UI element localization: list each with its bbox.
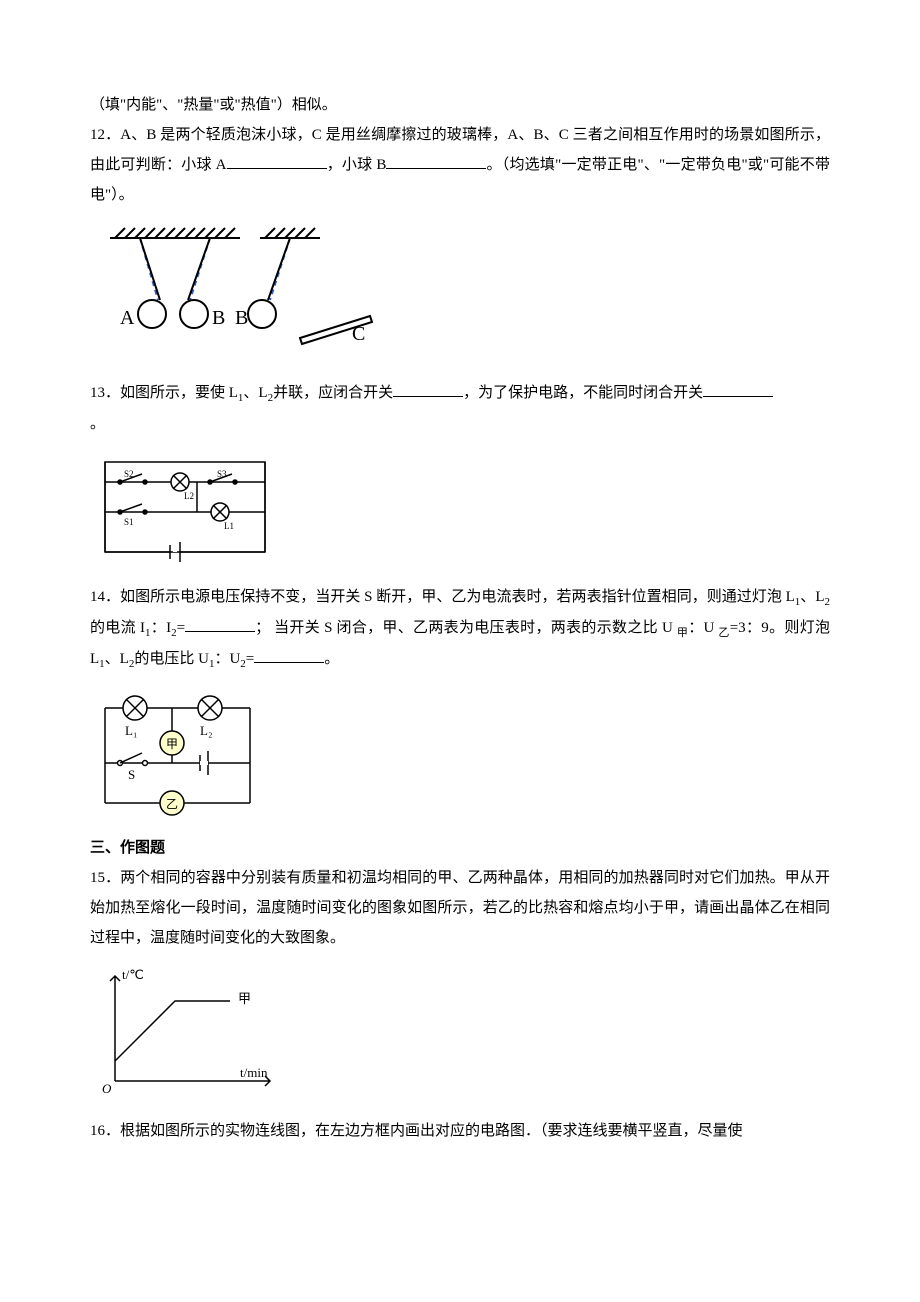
fig14-jia: 甲 — [166, 737, 178, 751]
q14-f: ； 当开关 S 闭合，甲、乙两表为电压表时，两表的示数之比 U — [255, 620, 677, 636]
fig12-label-a: A — [120, 307, 135, 329]
q16-text: 16．根据如图所示的实物连线图，在左边方框内画出对应的电路图．（要求连线要横平竖… — [90, 1116, 830, 1146]
fig14-l2: L₂ — [200, 723, 212, 738]
q13-d: ，为了保护电路，不能同时闭合开关 — [463, 385, 703, 401]
fig14-yi: 乙 — [166, 797, 178, 811]
q15-text: 15．两个相同的容器中分别装有质量和初温均相同的甲、乙两种晶体，用相同的加热器同… — [90, 863, 830, 953]
q14-c: 的电流 I — [90, 620, 145, 636]
q14-e: = — [177, 620, 185, 636]
q11-tail: （填"内能"、"热量"或"热值"）相似。 — [90, 90, 830, 120]
section-3-heading: 三、作图题 — [90, 833, 830, 863]
q13-blank-b[interactable] — [703, 379, 773, 397]
q12-blank-a[interactable] — [227, 151, 327, 169]
q14-i: 、L — [105, 651, 129, 667]
q14-blank-b[interactable] — [254, 645, 324, 663]
fig14-s: S — [128, 767, 135, 782]
fig12-label-c: C — [352, 323, 365, 345]
q14-yi: 乙 — [718, 627, 729, 639]
q14-b: 、L — [800, 589, 824, 605]
q13-b: 、L — [243, 385, 267, 401]
q12-figure: A B B C — [90, 218, 830, 374]
q11-tail-text: （填"内能"、"热量"或"热值"）相似。 — [90, 97, 337, 113]
q13-text: 13．如图所示，要使 L1、L2并联，应闭合开关，为了保护电路，不能同时闭合开关 — [90, 378, 830, 409]
q14-g: ：U — [688, 620, 718, 636]
fig15-jia: 甲 — [238, 991, 251, 1006]
q15-svg: t/℃ t/min 甲 O — [90, 961, 290, 1101]
q12-svg: A B B C — [90, 218, 380, 363]
q12-text: 12．A、B 是两个轻质泡沫小球，C 是用丝绸摩擦过的玻璃棒，A、B、C 三者之… — [90, 120, 830, 210]
fig15-y: t/℃ — [122, 967, 144, 982]
q13-e: 。 — [90, 409, 830, 439]
q14-k: ：U — [214, 651, 240, 667]
fig14-l1: L₁ — [125, 723, 137, 738]
fig13-s3: S3 — [217, 469, 227, 479]
fig12-label-b2: B — [235, 307, 248, 329]
q13-blank-a[interactable] — [393, 379, 463, 397]
q14-svg: L₁ L₂ 甲 S 乙 — [90, 683, 265, 818]
q14-jia: 甲 — [677, 627, 688, 639]
q14-text: 14．如图所示电源电压保持不变，当开关 S 断开，甲、乙为电流表时，若两表指针位… — [90, 582, 830, 675]
q13-c: 并联，应闭合开关 — [273, 385, 393, 401]
q13-figure: S2 S3 L2 S1 L1 — [90, 447, 830, 578]
q14-figure: L₁ L₂ 甲 S 乙 — [90, 683, 830, 829]
q15-figure: t/℃ t/min 甲 O — [90, 961, 830, 1112]
q13-svg: S2 S3 L2 S1 L1 — [90, 447, 280, 567]
fig13-l1: L1 — [224, 521, 234, 531]
q12-blank-b[interactable] — [386, 151, 486, 169]
q14-blank-a[interactable] — [185, 614, 255, 632]
q14-j: 的电压比 U — [134, 651, 209, 667]
fig13-l2: L2 — [184, 491, 194, 501]
fig13-s2: S2 — [124, 469, 134, 479]
q12-b: ，小球 B — [327, 157, 387, 173]
q13-a: 13．如图所示，要使 L — [90, 385, 238, 401]
q14-d: ：I — [150, 620, 171, 636]
q14-m: 。 — [324, 651, 339, 667]
fig15-o: O — [102, 1081, 112, 1096]
fig15-x: t/min — [240, 1065, 268, 1080]
q14-l: = — [246, 651, 254, 667]
q14-a: 14．如图所示电源电压保持不变，当开关 S 断开，甲、乙为电流表时，若两表指针位… — [90, 589, 795, 605]
fig13-s1: S1 — [124, 517, 134, 527]
fig12-label-b1: B — [212, 307, 225, 329]
